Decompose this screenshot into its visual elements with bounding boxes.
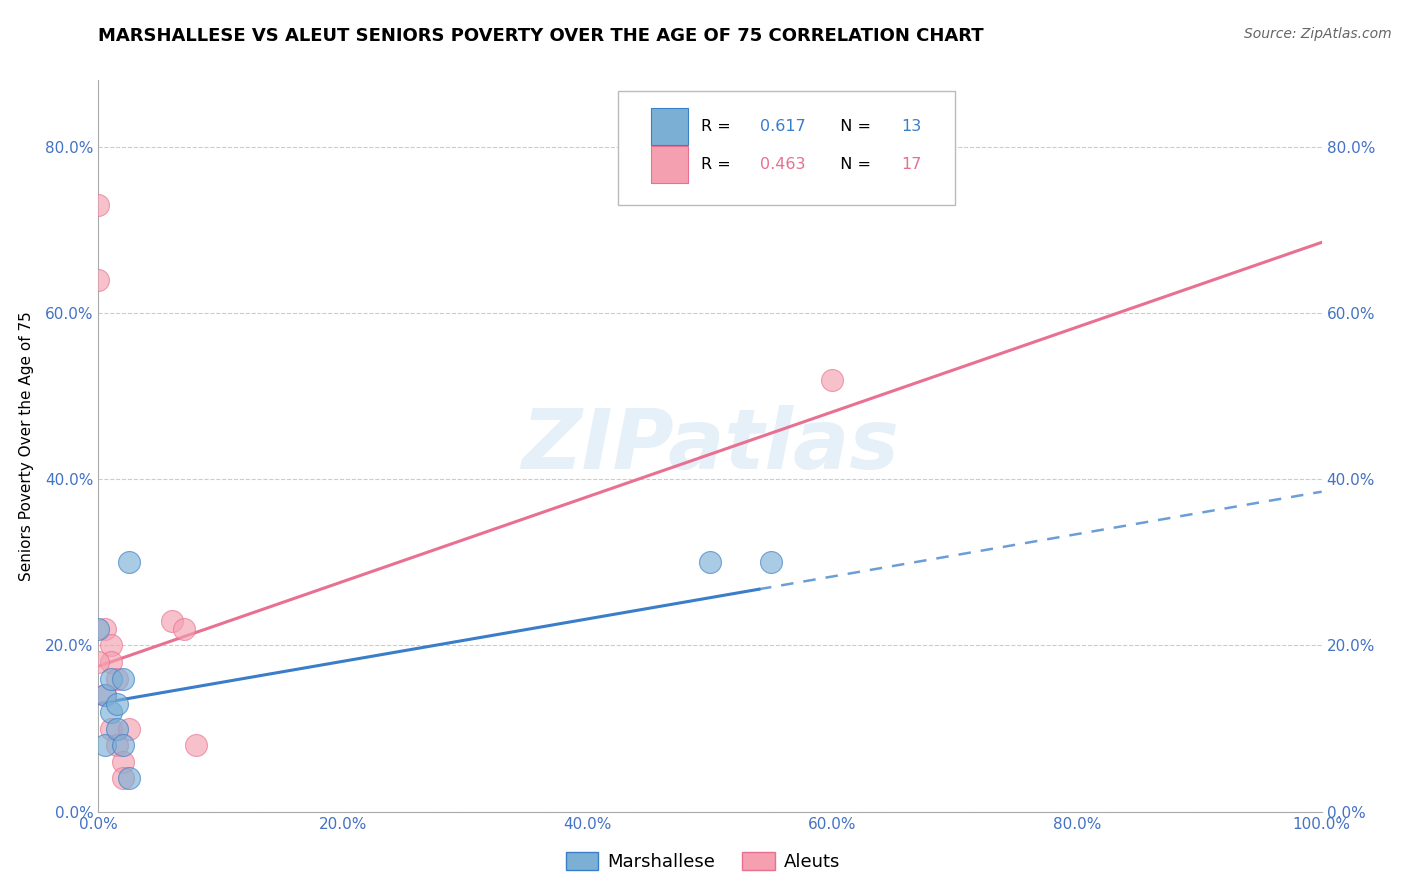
FancyBboxPatch shape bbox=[651, 146, 688, 183]
Text: R =: R = bbox=[702, 157, 737, 172]
Point bbox=[87, 198, 110, 212]
Point bbox=[761, 555, 783, 569]
Text: 13: 13 bbox=[901, 119, 921, 134]
Point bbox=[118, 555, 141, 569]
Point bbox=[111, 772, 134, 786]
FancyBboxPatch shape bbox=[619, 91, 955, 204]
Legend: Marshallese, Aleuts: Marshallese, Aleuts bbox=[558, 846, 848, 879]
Point bbox=[160, 614, 183, 628]
Point bbox=[105, 722, 128, 736]
Point bbox=[105, 697, 128, 711]
Text: N =: N = bbox=[830, 119, 876, 134]
Text: 17: 17 bbox=[901, 157, 921, 172]
Point bbox=[100, 672, 122, 686]
Point bbox=[93, 738, 115, 752]
Text: N =: N = bbox=[830, 157, 876, 172]
Point bbox=[100, 705, 122, 719]
Point bbox=[87, 655, 110, 669]
Text: R =: R = bbox=[702, 119, 737, 134]
Point bbox=[87, 273, 110, 287]
Point bbox=[105, 672, 128, 686]
Text: 0.617: 0.617 bbox=[761, 119, 806, 134]
Point bbox=[93, 689, 115, 703]
Text: MARSHALLESE VS ALEUT SENIORS POVERTY OVER THE AGE OF 75 CORRELATION CHART: MARSHALLESE VS ALEUT SENIORS POVERTY OVE… bbox=[98, 27, 984, 45]
Point bbox=[118, 772, 141, 786]
Point bbox=[821, 372, 844, 386]
Point bbox=[87, 622, 110, 636]
Point bbox=[93, 622, 115, 636]
Point bbox=[699, 555, 721, 569]
FancyBboxPatch shape bbox=[651, 108, 688, 145]
Y-axis label: Seniors Poverty Over the Age of 75: Seniors Poverty Over the Age of 75 bbox=[18, 311, 34, 581]
Text: ZIPatlas: ZIPatlas bbox=[522, 406, 898, 486]
Point bbox=[111, 755, 134, 769]
Point bbox=[100, 655, 122, 669]
Text: Source: ZipAtlas.com: Source: ZipAtlas.com bbox=[1244, 27, 1392, 41]
Point bbox=[111, 672, 134, 686]
Point bbox=[105, 738, 128, 752]
Point bbox=[100, 639, 122, 653]
Point bbox=[186, 738, 208, 752]
Point bbox=[100, 722, 122, 736]
Point bbox=[173, 622, 195, 636]
Point bbox=[118, 722, 141, 736]
Point bbox=[93, 689, 115, 703]
Point bbox=[111, 738, 134, 752]
Text: 0.463: 0.463 bbox=[761, 157, 806, 172]
